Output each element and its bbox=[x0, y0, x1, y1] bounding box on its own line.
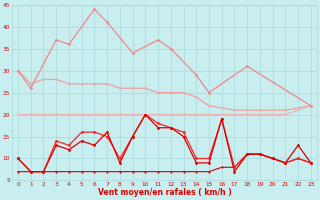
X-axis label: Vent moyen/en rafales ( km/h ): Vent moyen/en rafales ( km/h ) bbox=[98, 188, 231, 197]
